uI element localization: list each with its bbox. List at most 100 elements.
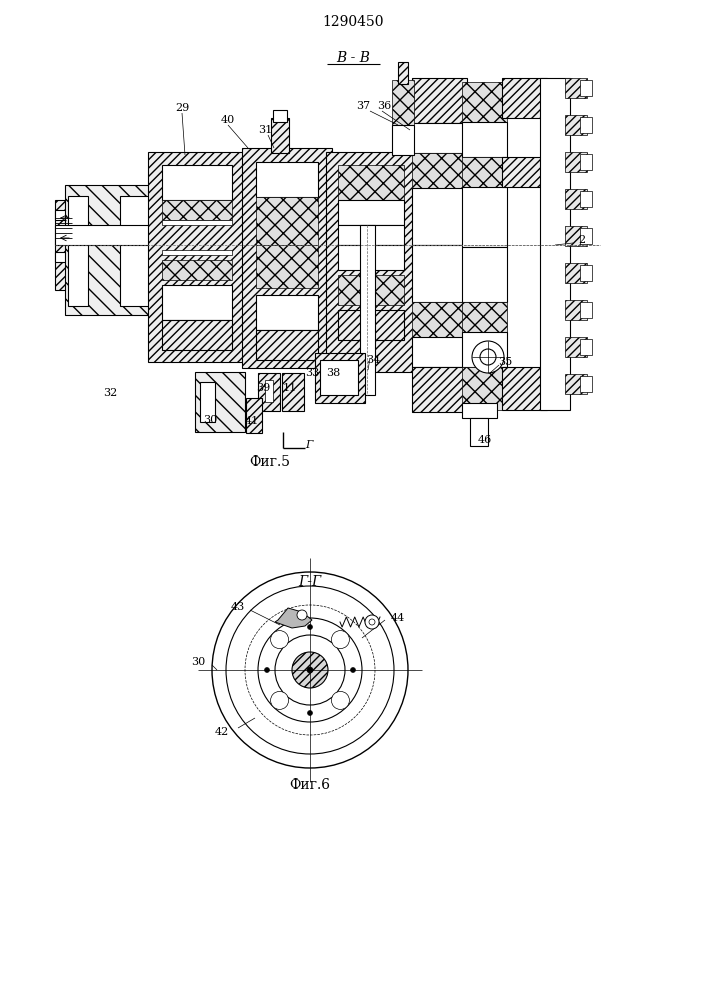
- Bar: [462, 302, 507, 332]
- Bar: [462, 403, 497, 418]
- Text: 30: 30: [191, 657, 205, 667]
- Bar: [392, 80, 414, 125]
- Bar: [246, 398, 262, 433]
- Bar: [412, 78, 467, 123]
- Bar: [412, 153, 467, 188]
- Circle shape: [308, 624, 312, 630]
- Bar: [565, 78, 587, 98]
- Bar: [338, 225, 404, 245]
- Bar: [162, 320, 232, 350]
- Bar: [282, 373, 304, 411]
- Bar: [338, 275, 404, 305]
- Bar: [162, 220, 232, 225]
- Bar: [565, 337, 587, 357]
- Circle shape: [275, 635, 345, 705]
- Text: 40: 40: [221, 115, 235, 125]
- Bar: [502, 78, 547, 118]
- Bar: [580, 265, 592, 281]
- Text: 41: 41: [245, 416, 259, 426]
- Bar: [502, 157, 547, 187]
- Bar: [412, 188, 467, 245]
- Text: 29: 29: [175, 103, 189, 113]
- Polygon shape: [275, 608, 312, 628]
- Bar: [360, 225, 375, 395]
- Bar: [392, 125, 414, 155]
- Text: Фиг.6: Фиг.6: [289, 778, 330, 792]
- Bar: [462, 82, 507, 122]
- Circle shape: [307, 667, 313, 673]
- Bar: [55, 210, 75, 220]
- Bar: [565, 152, 587, 172]
- Text: 43: 43: [231, 602, 245, 612]
- Bar: [462, 122, 507, 157]
- Circle shape: [245, 605, 375, 735]
- Bar: [580, 376, 592, 392]
- Circle shape: [332, 631, 349, 649]
- Bar: [265, 380, 273, 402]
- Text: 11: 11: [283, 383, 297, 393]
- Bar: [412, 302, 467, 337]
- Bar: [258, 373, 280, 411]
- Bar: [120, 196, 158, 306]
- Text: 39: 39: [256, 383, 270, 393]
- Circle shape: [226, 586, 394, 754]
- Bar: [65, 185, 160, 315]
- Text: 34: 34: [366, 355, 380, 365]
- Bar: [162, 285, 232, 320]
- Circle shape: [480, 349, 496, 365]
- Bar: [271, 118, 289, 153]
- Bar: [565, 115, 587, 135]
- Bar: [256, 162, 318, 197]
- Text: Фиг.5: Фиг.5: [250, 455, 291, 469]
- Text: 36: 36: [377, 101, 391, 111]
- Bar: [412, 245, 467, 302]
- Bar: [580, 154, 592, 170]
- Bar: [398, 62, 408, 84]
- Bar: [162, 250, 232, 255]
- Bar: [470, 418, 488, 446]
- Circle shape: [292, 652, 328, 688]
- Bar: [565, 374, 587, 394]
- Bar: [338, 310, 404, 340]
- Bar: [256, 330, 318, 360]
- Bar: [148, 152, 248, 362]
- Bar: [462, 247, 507, 302]
- Bar: [565, 226, 587, 246]
- Circle shape: [258, 618, 362, 722]
- Text: В - В: В - В: [336, 51, 370, 65]
- Circle shape: [271, 631, 288, 649]
- Text: 37: 37: [356, 101, 370, 111]
- Bar: [580, 228, 592, 244]
- Circle shape: [472, 341, 504, 373]
- Text: 32: 32: [103, 388, 117, 398]
- Text: 44: 44: [391, 613, 405, 623]
- Bar: [242, 148, 332, 368]
- Circle shape: [308, 710, 312, 716]
- Bar: [412, 337, 467, 367]
- Bar: [162, 260, 232, 280]
- Bar: [565, 263, 587, 283]
- Circle shape: [271, 691, 288, 709]
- Circle shape: [212, 572, 408, 768]
- Bar: [338, 200, 404, 225]
- Text: 1290450: 1290450: [322, 15, 384, 29]
- Bar: [55, 200, 105, 290]
- Bar: [580, 339, 592, 355]
- Bar: [162, 200, 232, 220]
- Circle shape: [365, 615, 379, 629]
- Bar: [580, 80, 592, 96]
- Bar: [580, 191, 592, 207]
- Bar: [326, 152, 416, 372]
- Bar: [162, 165, 232, 200]
- Bar: [200, 382, 215, 422]
- Bar: [462, 367, 507, 410]
- Bar: [580, 302, 592, 318]
- Bar: [55, 225, 450, 245]
- Bar: [502, 367, 547, 410]
- Bar: [256, 295, 318, 330]
- Text: Г-Г: Г-Г: [298, 575, 322, 589]
- Bar: [315, 353, 365, 403]
- Bar: [580, 117, 592, 133]
- Text: 33: 33: [305, 368, 319, 378]
- Bar: [540, 78, 570, 410]
